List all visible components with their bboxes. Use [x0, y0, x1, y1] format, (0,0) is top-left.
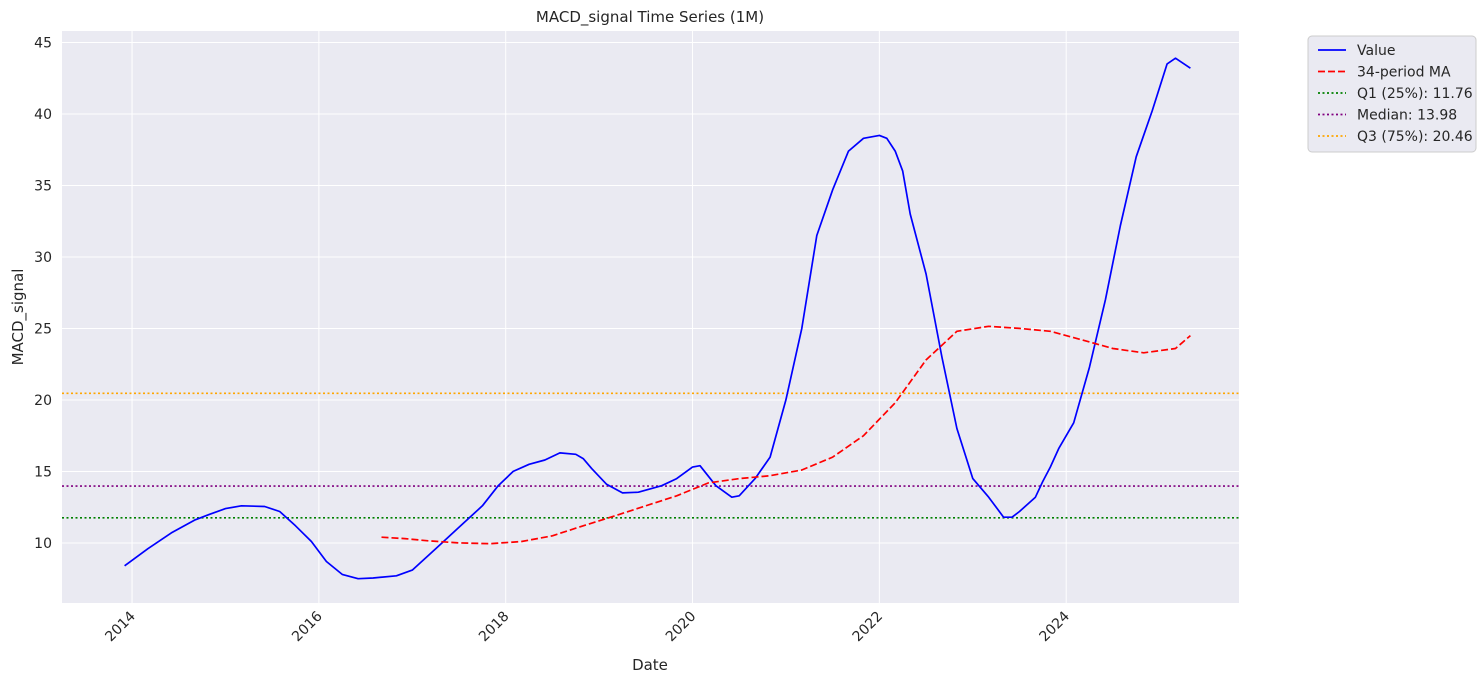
chart-title: MACD_signal Time Series (1M): [536, 8, 764, 27]
y-tick-label: 15: [34, 464, 52, 480]
x-tick-label: 2018: [476, 609, 513, 646]
y-tick-label: 30: [34, 250, 52, 266]
legend-label: Q3 (75%): 20.46: [1357, 129, 1473, 145]
y-tick-label: 35: [34, 178, 52, 194]
legend-label: 34-period MA: [1357, 65, 1451, 81]
y-tick-label: 20: [34, 393, 52, 409]
grid: [62, 31, 1239, 603]
series-line-1: [381, 325, 1191, 545]
plot-area: [62, 31, 1239, 603]
legend-label: Q1 (25%): 11.76: [1357, 86, 1473, 102]
y-tick-label: 45: [34, 35, 52, 51]
y-tick-label: 10: [34, 536, 52, 552]
x-tick-label: 2014: [102, 608, 139, 645]
x-axis-label: Date: [632, 656, 668, 674]
x-tick-label: 2022: [850, 609, 887, 646]
legend-box: [1307, 35, 1477, 153]
legend-label: Value: [1357, 43, 1395, 59]
series-line-0: [124, 57, 1191, 580]
legend-label: Median: 13.98: [1357, 108, 1457, 124]
x-tick-label: 2020: [663, 609, 700, 646]
x-tick-label: 2016: [289, 608, 326, 645]
x-axis-ticks: 2014 2016 2018 2020 2022 2024: [102, 608, 1073, 645]
x-tick-label: 2024: [1036, 608, 1073, 645]
y-axis-label: MACD_signal: [9, 269, 28, 366]
series-lines: [124, 57, 1191, 580]
y-axis-ticks: 10 15 20 25 30 35 40 45: [34, 35, 52, 552]
legend: Value 34-period MA Q1 (25%): 11.76 Median: …: [1307, 35, 1477, 153]
y-tick-label: 25: [34, 321, 52, 337]
y-tick-label: 40: [34, 107, 52, 123]
